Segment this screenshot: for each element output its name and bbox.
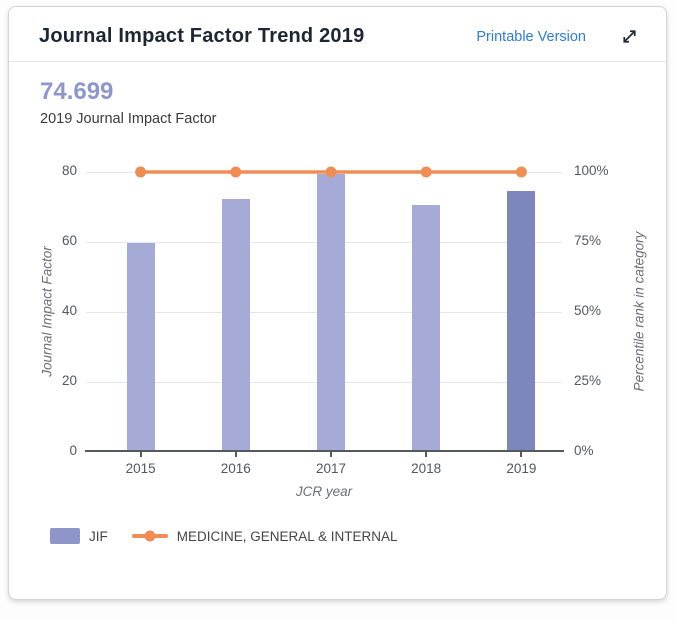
x-tick-mark-2019	[520, 452, 523, 457]
legend-item-category[interactable]: MEDICINE, GENERAL & INTERNAL	[131, 528, 398, 544]
percentile-marker-2015[interactable]	[135, 166, 147, 178]
x-axis-label: JCR year	[295, 484, 353, 499]
page-title: Journal Impact Factor Trend 2019	[39, 25, 365, 47]
jif-bar-2018[interactable]	[412, 204, 441, 452]
y-tick-left-0: 0	[69, 443, 77, 458]
category-line-dot-icon	[131, 530, 168, 542]
jif-value: 74.699	[40, 78, 114, 105]
y-tick-right-0%: 0%	[574, 443, 594, 458]
y-tick-left-40: 40	[61, 303, 77, 318]
y-tick-left-80: 80	[61, 163, 77, 178]
x-tick-mark-2015	[139, 452, 142, 457]
x-tick-2015: 2015	[125, 461, 156, 476]
jif-bar-2019[interactable]	[507, 190, 536, 452]
y-axis-ticks-right: 0% 25% 50% 75% 100%	[574, 163, 634, 458]
expand-button[interactable]	[618, 26, 640, 48]
jif-bar-swatch-icon	[50, 528, 80, 544]
y-tick-right-25%: 25%	[574, 373, 602, 388]
x-tick-2018: 2018	[411, 461, 442, 476]
x-tick-mark-2016	[234, 452, 237, 457]
legend-item-jif[interactable]: JIF	[50, 528, 108, 544]
y-tick-right-50%: 50%	[574, 303, 602, 318]
jif-bar-2015[interactable]	[126, 243, 155, 452]
printable-version-link[interactable]: Printable Version	[476, 28, 586, 45]
x-tick-mark-2017	[330, 452, 332, 457]
legend-label: MEDICINE, GENERAL & INTERNAL	[176, 528, 398, 544]
percentile-marker-2016[interactable]	[230, 166, 242, 178]
y-tick-right-100%: 100%	[574, 163, 609, 178]
y-axis-ticks-left: 0 20 40 60 80	[23, 163, 77, 458]
card-header: Journal Impact Factor Trend 2019 Printab…	[9, 7, 666, 61]
percentile-marker-2019[interactable]	[515, 166, 527, 178]
jif-bar-2016[interactable]	[221, 198, 250, 452]
jif-trend-card: Journal Impact Factor Trend 2019 Printab…	[8, 6, 667, 600]
y-tick-right-75%: 75%	[574, 233, 602, 248]
x-axis-tick-labels: 2015 2016 2017 2018 2019	[86, 461, 562, 481]
legend-label: JIF	[89, 528, 108, 544]
header-divider	[9, 61, 666, 62]
jif-summary: 74.699 2019 Journal Impact Factor	[40, 78, 666, 127]
jif-caption: 2019 Journal Impact Factor	[40, 111, 217, 127]
percentile-marker-2018[interactable]	[420, 166, 432, 178]
expand-arrows-icon	[620, 27, 639, 46]
x-tick-2019: 2019	[506, 461, 537, 476]
x-tick-2017: 2017	[315, 461, 347, 476]
plot-area	[86, 166, 562, 452]
jif-bar-2017[interactable]	[317, 174, 345, 452]
x-tick-2016: 2016	[220, 461, 251, 476]
x-tick-mark-2018	[425, 452, 428, 457]
y-tick-left-20: 20	[61, 373, 77, 388]
x-axis-line	[85, 450, 564, 452]
y-tick-left-60: 60	[61, 233, 77, 248]
jif-trend-chart: Journal Impact Factor Percentile rank in…	[9, 145, 666, 503]
percentile-marker-2017[interactable]	[325, 166, 337, 178]
chart-legend: JIF MEDICINE, GENERAL & INTERNAL	[50, 528, 666, 544]
